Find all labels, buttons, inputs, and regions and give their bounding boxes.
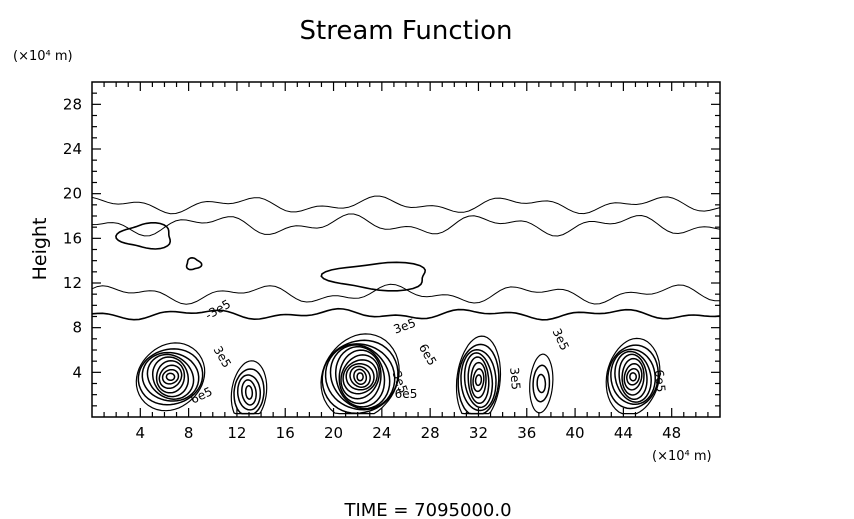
contour-cell <box>607 344 660 410</box>
x-tick-label: 8 <box>184 424 194 442</box>
contour-cell <box>241 379 257 406</box>
contour-line-upper <box>91 195 721 215</box>
x-tick-label: 16 <box>276 424 295 442</box>
contour-cell <box>324 343 396 411</box>
contour-cell <box>158 364 183 390</box>
contour-cell <box>155 360 186 394</box>
contour-cell <box>532 364 551 403</box>
contour-cell <box>135 342 206 412</box>
contour-cell <box>618 353 648 400</box>
contour-line-middle <box>91 307 721 321</box>
contour-region <box>320 261 427 292</box>
x-tick-label: 4 <box>136 424 146 442</box>
contour-cell <box>353 368 368 385</box>
contour-label: 6e5 <box>395 387 418 401</box>
contour-cell <box>244 385 254 400</box>
contour-label: 6e5 <box>652 369 668 393</box>
x-tick-label: 32 <box>469 424 488 442</box>
contour-line-middle <box>91 283 721 305</box>
contour-cell <box>356 372 364 382</box>
contour-cell <box>467 356 490 405</box>
contour-cell <box>338 349 382 405</box>
contour-cell <box>614 350 652 403</box>
contour-cell <box>536 373 547 394</box>
contour-cell <box>320 333 400 415</box>
contour-label: 3e5 <box>392 316 418 337</box>
y-tick-label: 24 <box>63 140 82 158</box>
contour-region <box>115 222 172 250</box>
contour-cell <box>321 339 399 415</box>
contour-lines <box>91 195 721 415</box>
contour-cell <box>146 353 195 400</box>
contour-cell <box>621 357 645 396</box>
contour-cell <box>529 353 554 414</box>
contour-cell <box>474 374 483 387</box>
y-axis-label: Height <box>29 218 51 281</box>
contour-label: -3e5 <box>203 297 233 323</box>
contour-line-upper <box>91 213 721 237</box>
contour-cell <box>623 362 643 391</box>
contour-cell <box>470 361 487 399</box>
plot-frame <box>91 81 721 418</box>
y-tick-label: 28 <box>63 95 82 113</box>
contour-cell <box>605 337 661 415</box>
contour-cell <box>137 348 204 406</box>
y-tick-label: 4 <box>72 363 82 381</box>
contour-label: 3e5 <box>549 326 571 352</box>
contour-cell <box>329 344 391 410</box>
contour-cell <box>236 374 262 411</box>
x-tick-label: 48 <box>662 424 681 442</box>
y-tick-label: 16 <box>63 229 82 247</box>
x-tick-label: 28 <box>421 424 440 442</box>
contour-cell <box>457 343 500 415</box>
x-unit-label: (×10⁴ m) <box>652 449 712 464</box>
y-unit-label: (×10⁴ m) <box>13 49 73 64</box>
x-tick-label: 40 <box>566 424 585 442</box>
contour-cell <box>141 351 200 402</box>
contour-cell <box>334 345 386 408</box>
contour-label: 3e5 <box>211 344 234 371</box>
contour-cell <box>345 363 375 391</box>
contour-cell <box>629 372 637 382</box>
contour-cell <box>342 359 378 395</box>
contour-cell <box>463 352 494 409</box>
contour-cell <box>610 348 656 406</box>
contour-cell <box>340 354 380 400</box>
x-tick-label: 20 <box>324 424 343 442</box>
x-tick-label: 36 <box>517 424 536 442</box>
y-tick-label: 8 <box>72 319 82 337</box>
contour-cell <box>161 368 180 385</box>
contour-label: 3e5 <box>507 367 523 391</box>
contour-cell <box>349 365 371 388</box>
contour-cell <box>233 368 265 415</box>
time-label: TIME = 7095000.0 <box>343 500 511 519</box>
x-tick-label: 12 <box>227 424 246 442</box>
chart-title: Stream Function <box>300 16 513 46</box>
contour-cell <box>472 368 485 393</box>
y-tick-label: 20 <box>63 185 82 203</box>
contour-cell <box>460 349 497 412</box>
contour-region <box>185 256 203 271</box>
contour-cell <box>151 356 190 398</box>
contour-label: 6e5 <box>416 341 439 368</box>
contour-cell <box>165 372 176 381</box>
y-tick-label: 12 <box>63 274 82 292</box>
x-tick-label: 44 <box>614 424 633 442</box>
contour-cell <box>230 360 268 415</box>
contour-cell <box>626 367 641 386</box>
x-tick-label: 24 <box>372 424 391 442</box>
